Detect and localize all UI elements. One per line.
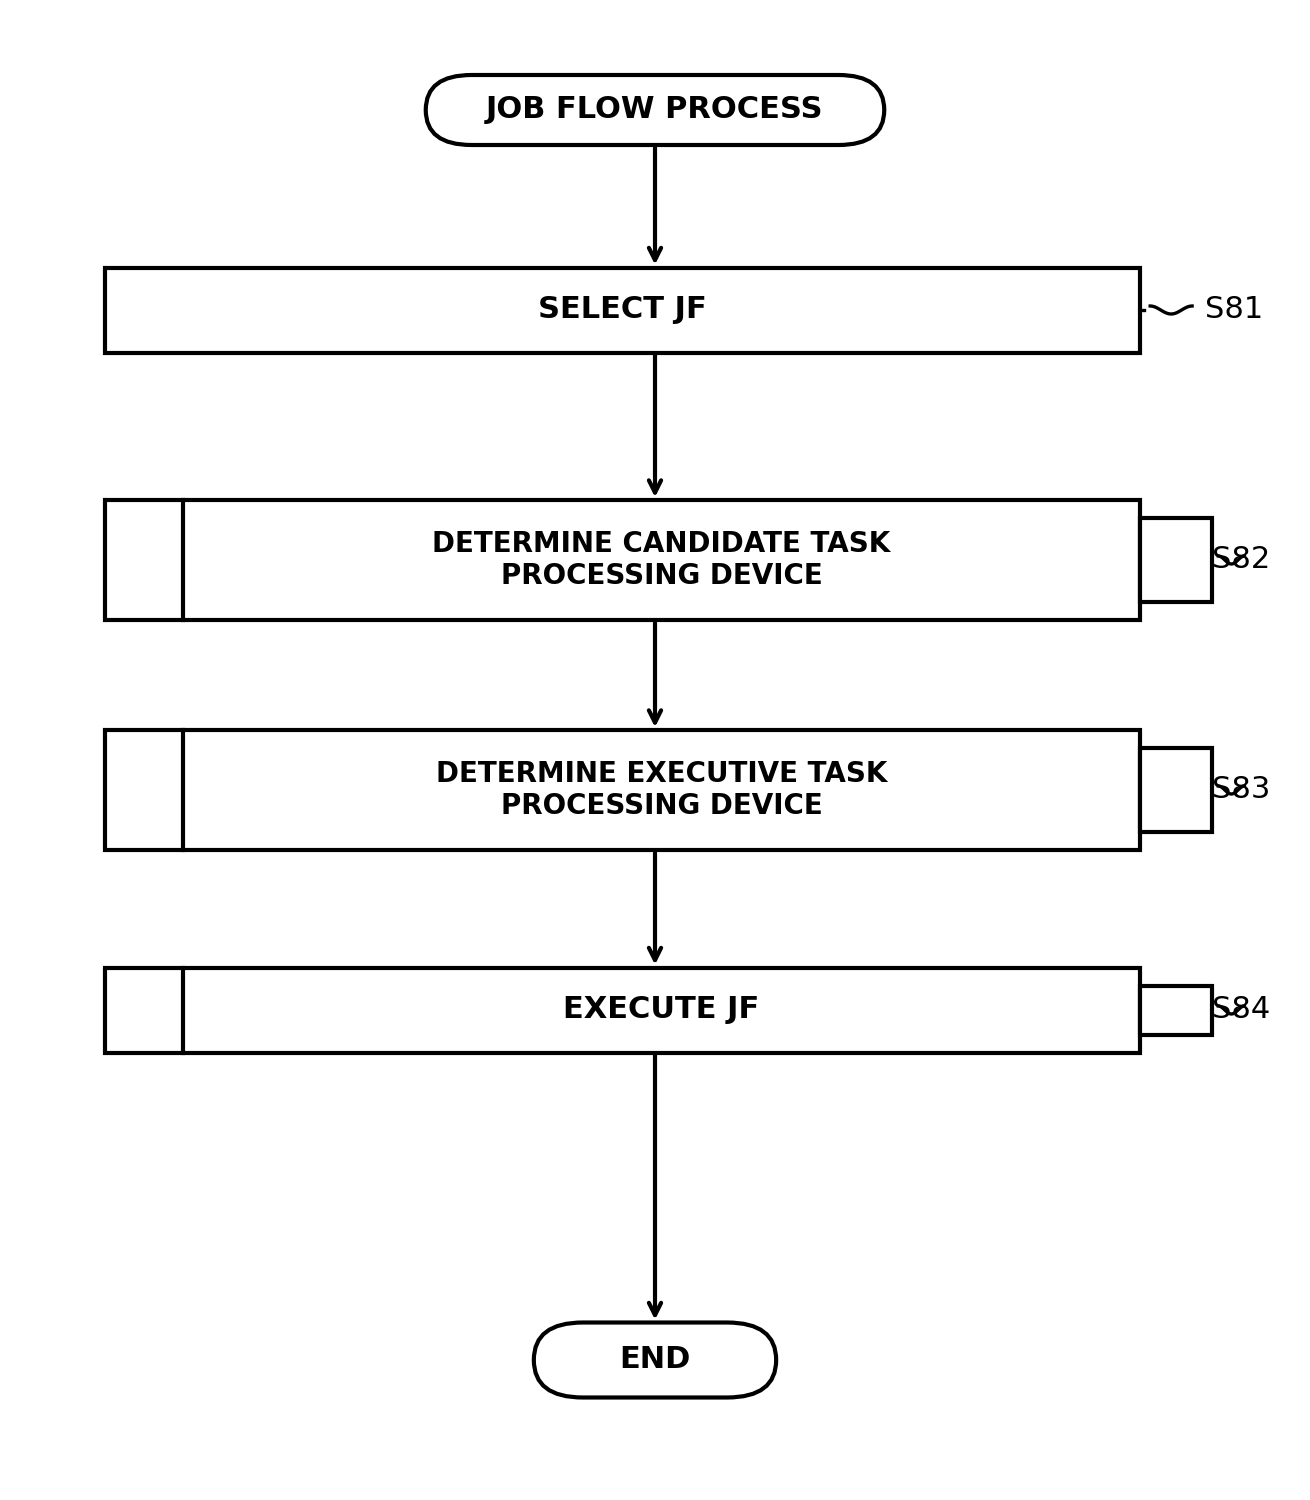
Bar <box>105 267 1140 352</box>
Text: DETERMINE CANDIDATE TASK
PROCESSING DEVICE: DETERMINE CANDIDATE TASK PROCESSING DEVI… <box>432 530 891 590</box>
FancyBboxPatch shape <box>534 1323 776 1398</box>
Text: S82: S82 <box>1212 546 1269 574</box>
Text: S84: S84 <box>1212 996 1269 1024</box>
Bar <box>1140 748 1212 833</box>
Text: S81: S81 <box>1205 296 1263 324</box>
Bar <box>1140 986 1212 1035</box>
FancyBboxPatch shape <box>426 75 884 146</box>
Text: S83: S83 <box>1212 776 1271 804</box>
Bar <box>105 500 1140 620</box>
Bar <box>105 730 1140 850</box>
Text: END: END <box>620 1346 690 1374</box>
Text: EXECUTE JF: EXECUTE JF <box>563 996 760 1024</box>
Text: DETERMINE EXECUTIVE TASK
PROCESSING DEVICE: DETERMINE EXECUTIVE TASK PROCESSING DEVI… <box>436 760 887 820</box>
Bar <box>1140 518 1212 602</box>
Text: SELECT JF: SELECT JF <box>538 296 706 324</box>
Text: JOB FLOW PROCESS: JOB FLOW PROCESS <box>486 96 824 124</box>
Bar <box>105 968 1140 1053</box>
